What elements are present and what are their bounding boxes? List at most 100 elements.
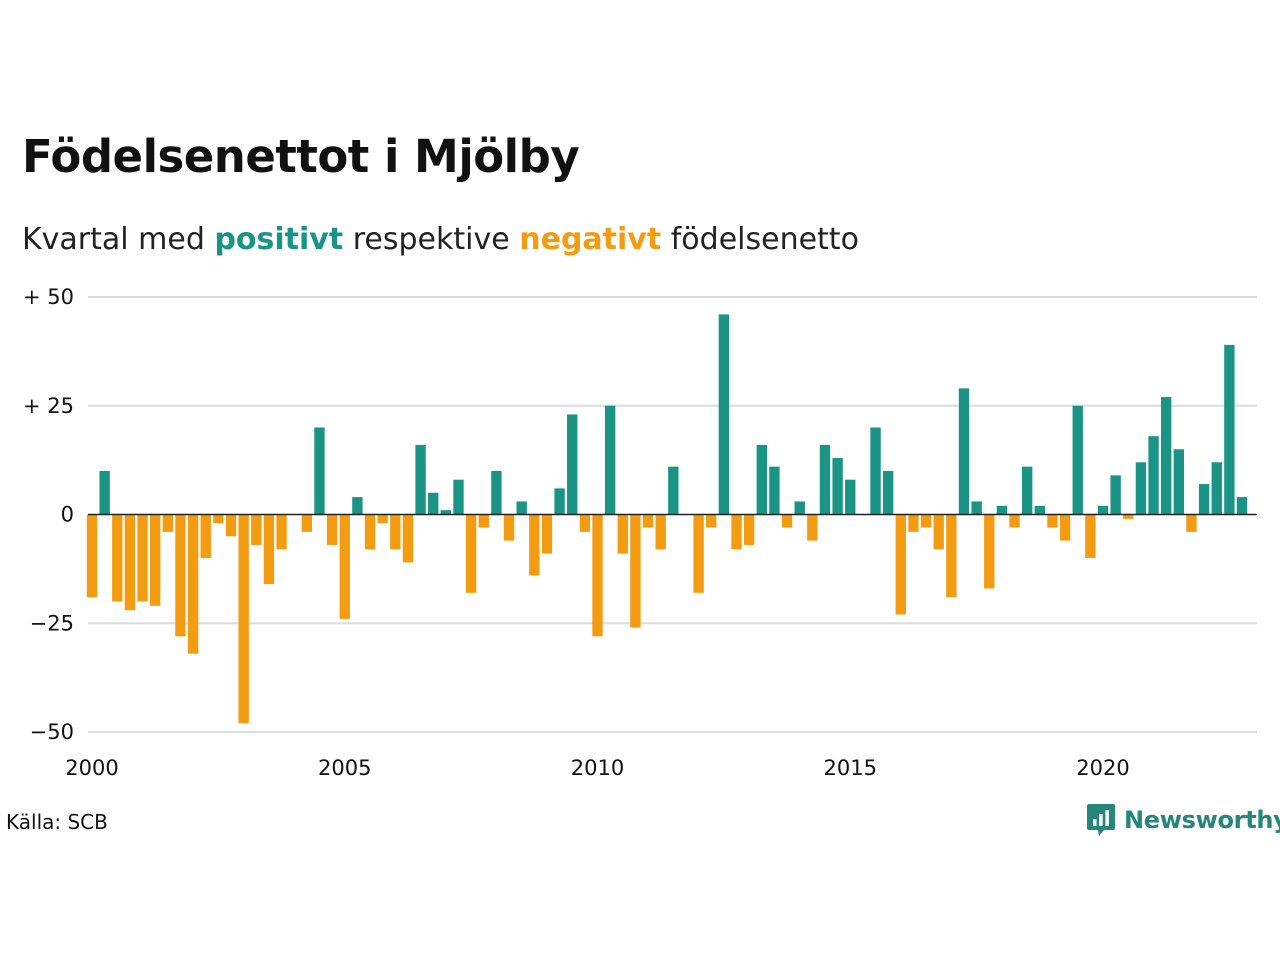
- bar-2020-k4: [1135, 462, 1147, 515]
- bar-2008-k3: [516, 501, 527, 515]
- bar-2019-k1: [1047, 514, 1058, 528]
- x-tick-label: 2015: [824, 756, 877, 780]
- bar-2010-k2: [604, 405, 616, 515]
- bar-2015-k4: [882, 471, 894, 515]
- bar-2021-k4: [1186, 514, 1197, 532]
- bar-2007-k3: [465, 514, 477, 593]
- bar-2001-k4: [175, 514, 186, 637]
- x-tick-label: 2020: [1076, 756, 1129, 780]
- axes: + 50 + 25 0 −25 −50 2000 2005 2010 2015 2020: [23, 285, 1257, 780]
- source-note: Källa: SCB: [6, 810, 108, 834]
- bar-2013-k3: [769, 466, 780, 515]
- bar-2012-k4: [731, 514, 742, 550]
- bar-2016-k4: [933, 514, 944, 550]
- y-tick-label: + 50: [23, 285, 74, 309]
- subtitle-prefix: Kvartal med: [22, 222, 205, 257]
- bar-2011-k3: [668, 466, 679, 515]
- bar-2013-k4: [781, 514, 793, 528]
- bar-2000-k2: [99, 471, 110, 515]
- bar-2017-k2: [958, 388, 970, 515]
- bar-2001-k2: [150, 514, 161, 606]
- bar-2002-k4: [225, 514, 237, 537]
- bar-2007-k1: [440, 510, 452, 515]
- bar-2000-k4: [124, 514, 136, 611]
- bar-2009-k1: [541, 514, 553, 554]
- bar-2005-k4: [377, 514, 388, 524]
- bar-2006-k2: [402, 514, 414, 563]
- bar-2005-k2: [352, 497, 363, 515]
- subtitle-suffix: födelsenetto: [670, 222, 859, 257]
- x-tick-label: 2010: [571, 756, 624, 780]
- bar-2019-k4: [1085, 514, 1096, 558]
- bar-2007-k4: [478, 514, 489, 528]
- x-tick-label: 2005: [318, 756, 371, 780]
- bar-2019-k2: [1059, 514, 1071, 541]
- bar-2000-k1: [86, 514, 98, 598]
- subtitle-middle: respektive: [352, 222, 510, 257]
- bar-2000-k3: [112, 514, 123, 602]
- bar-2003-k1: [238, 514, 249, 724]
- bar-2008-k1: [491, 471, 502, 515]
- newsworthy-logo-icon: [1087, 804, 1115, 836]
- bar-2015-k1: [845, 479, 856, 515]
- bar-2007-k2: [453, 479, 464, 515]
- bar-2014-k2: [807, 514, 818, 541]
- bar-2003-k2: [251, 514, 262, 545]
- x-tick-label: 2000: [65, 756, 118, 780]
- bar-2009-k2: [554, 488, 565, 515]
- bar-2021-k3: [1173, 449, 1185, 515]
- bar-2016-k2: [908, 514, 919, 532]
- bar-2011-k1: [642, 514, 654, 528]
- bar-2006-k4: [428, 492, 439, 515]
- grid-lines: [88, 296, 1257, 733]
- bar-2014-k3: [819, 444, 831, 515]
- bar-2018-k4: [1034, 505, 1045, 515]
- bar-2002-k2: [200, 514, 211, 558]
- bar-2006-k1: [390, 514, 401, 550]
- bar-2011-k2: [655, 514, 666, 550]
- bar-2021-k1: [1148, 436, 1159, 515]
- bar-2022-k4: [1236, 497, 1248, 515]
- y-tick-label: 0: [61, 503, 74, 527]
- bar-2003-k3: [263, 514, 275, 585]
- bar-2004-k3: [314, 427, 325, 515]
- bar-2014-k1: [794, 501, 805, 515]
- bar-2017-k3: [971, 501, 982, 515]
- bar-2018-k1: [996, 505, 1008, 515]
- bar-2004-k2: [301, 514, 313, 532]
- bar-2003-k4: [276, 514, 287, 550]
- y-tick-label: −50: [30, 720, 74, 744]
- bar-2002-k3: [213, 514, 224, 524]
- bar-2016-k1: [895, 514, 906, 615]
- bar-2012-k2: [706, 514, 717, 528]
- bar-chart: + 50 + 25 0 −25 −50 2000 2005 2010 2015 2020: [23, 285, 1257, 780]
- bar-2020-k1: [1097, 505, 1109, 515]
- bar-2010-k4: [630, 514, 641, 628]
- bar-2013-k2: [756, 444, 767, 515]
- bar-2001-k1: [137, 514, 148, 602]
- bar-2008-k2: [503, 514, 515, 541]
- y-tick-label: + 25: [23, 394, 74, 418]
- bar-2019-k3: [1072, 405, 1083, 515]
- bar-2002-k1: [187, 514, 199, 654]
- bar-2022-k3: [1224, 344, 1235, 515]
- subtitle-negative-word: negativt: [519, 222, 662, 257]
- bar-2016-k3: [920, 514, 932, 528]
- chart-title: Födelsenettot i Mjölby: [22, 130, 580, 183]
- bar-2022-k2: [1211, 462, 1222, 515]
- bar-2008-k4: [529, 514, 540, 576]
- bar-2012-k1: [693, 514, 704, 593]
- brand-name: Newsworthy: [1124, 806, 1280, 834]
- bar-2018-k2: [1009, 514, 1020, 528]
- bars: [86, 314, 1248, 724]
- bar-2020-k3: [1123, 514, 1134, 519]
- subtitle-positive-word: positivt: [214, 222, 344, 257]
- bar-2015-k3: [870, 427, 881, 515]
- bar-2006-k3: [415, 444, 426, 515]
- bar-2004-k4: [326, 514, 338, 545]
- bar-2021-k2: [1161, 397, 1172, 515]
- bar-2001-k3: [162, 514, 174, 532]
- bar-2005-k3: [364, 514, 376, 550]
- bar-2018-k3: [1021, 466, 1033, 515]
- bar-2013-k1: [743, 514, 755, 545]
